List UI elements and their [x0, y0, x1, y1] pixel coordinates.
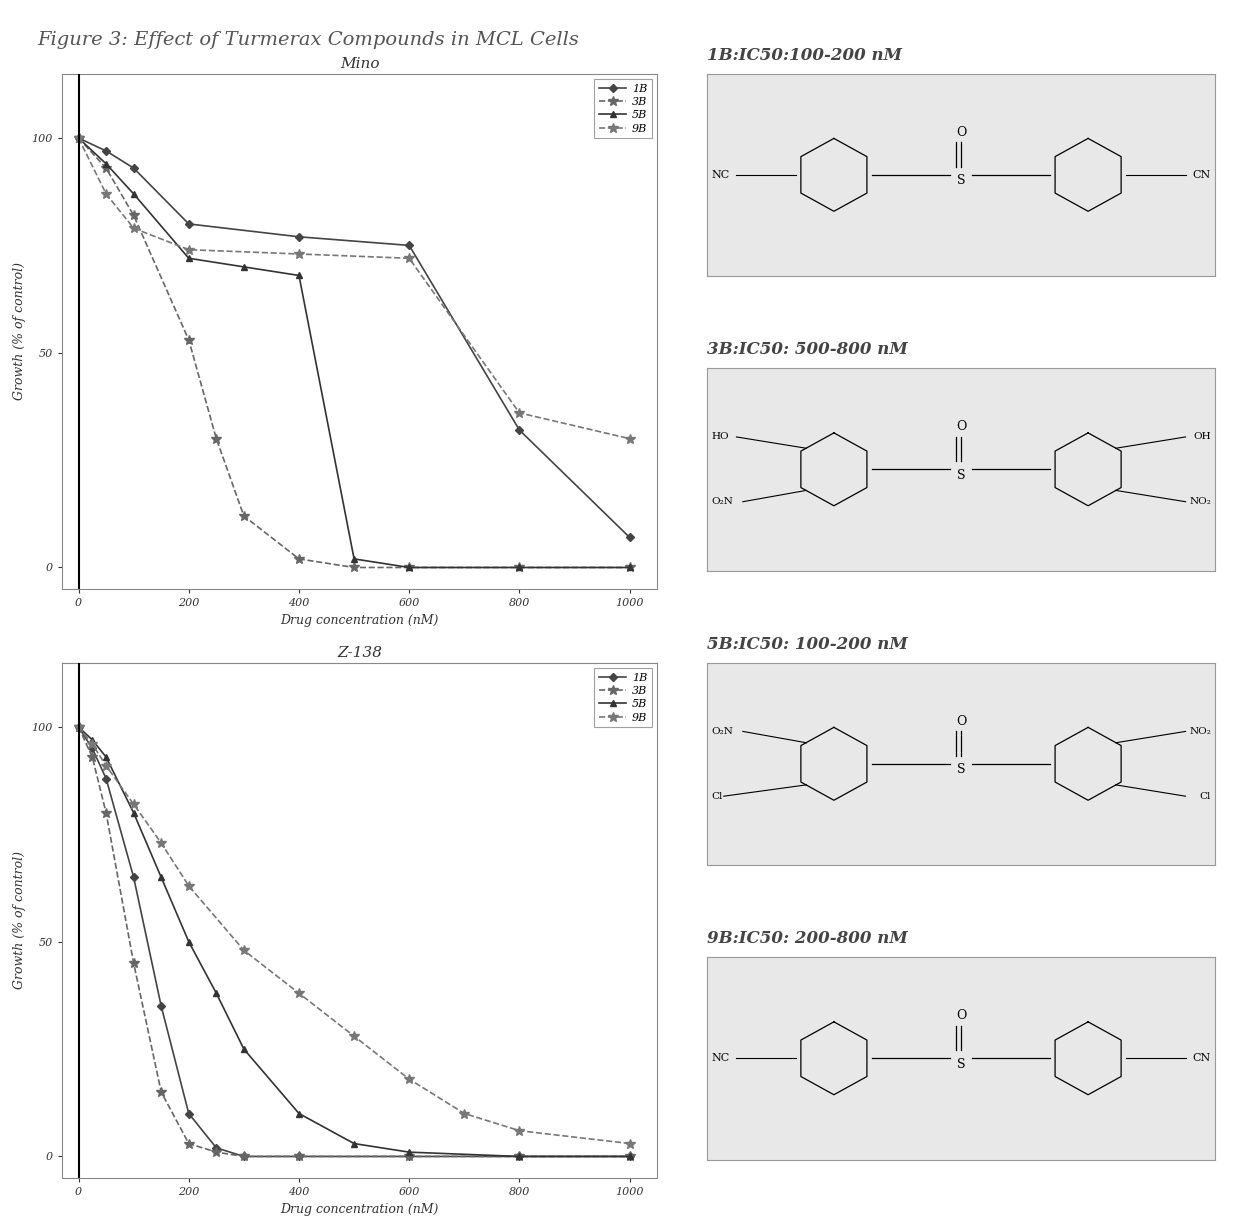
Title: Z-138: Z-138	[337, 647, 382, 660]
Text: 1B:IC50:100-200 nM: 1B:IC50:100-200 nM	[707, 47, 901, 64]
Text: NC: NC	[711, 169, 729, 180]
Text: S: S	[957, 763, 965, 777]
Text: 5B:IC50: 100-200 nM: 5B:IC50: 100-200 nM	[707, 636, 908, 653]
Y-axis label: Growth (% of control): Growth (% of control)	[14, 263, 26, 400]
Text: O₂N: O₂N	[711, 497, 733, 507]
Text: HO: HO	[711, 432, 729, 442]
Text: 9B:IC50: 200-800 nM: 9B:IC50: 200-800 nM	[707, 930, 908, 947]
Text: Cl: Cl	[711, 791, 723, 801]
Text: O: O	[956, 421, 966, 433]
Text: Cl: Cl	[1199, 791, 1211, 801]
Text: NO₂: NO₂	[1189, 726, 1211, 736]
Legend: 1B, 3B, 5B, 9B: 1B, 3B, 5B, 9B	[594, 669, 652, 728]
Text: O: O	[956, 715, 966, 728]
Text: S: S	[957, 469, 965, 482]
Title: Mino: Mino	[340, 58, 379, 71]
Text: NC: NC	[711, 1053, 729, 1064]
Y-axis label: Growth (% of control): Growth (% of control)	[14, 852, 26, 989]
Legend: 1B, 3B, 5B, 9B: 1B, 3B, 5B, 9B	[594, 80, 652, 139]
Text: S: S	[957, 1058, 965, 1071]
Text: CN: CN	[1193, 169, 1211, 180]
Text: OH: OH	[1193, 432, 1211, 442]
Text: O: O	[956, 126, 966, 139]
Text: CN: CN	[1193, 1053, 1211, 1064]
Text: NO₂: NO₂	[1189, 497, 1211, 507]
Text: S: S	[957, 174, 965, 188]
Text: Figure 3: Effect of Turmerax Compounds in MCL Cells: Figure 3: Effect of Turmerax Compounds i…	[37, 31, 579, 49]
Text: O₂N: O₂N	[711, 726, 733, 736]
X-axis label: Drug concentration (nM): Drug concentration (nM)	[280, 1202, 439, 1216]
Text: 3B:IC50: 500-800 nM: 3B:IC50: 500-800 nM	[707, 341, 908, 358]
Text: O: O	[956, 1010, 966, 1022]
X-axis label: Drug concentration (nM): Drug concentration (nM)	[280, 614, 439, 627]
